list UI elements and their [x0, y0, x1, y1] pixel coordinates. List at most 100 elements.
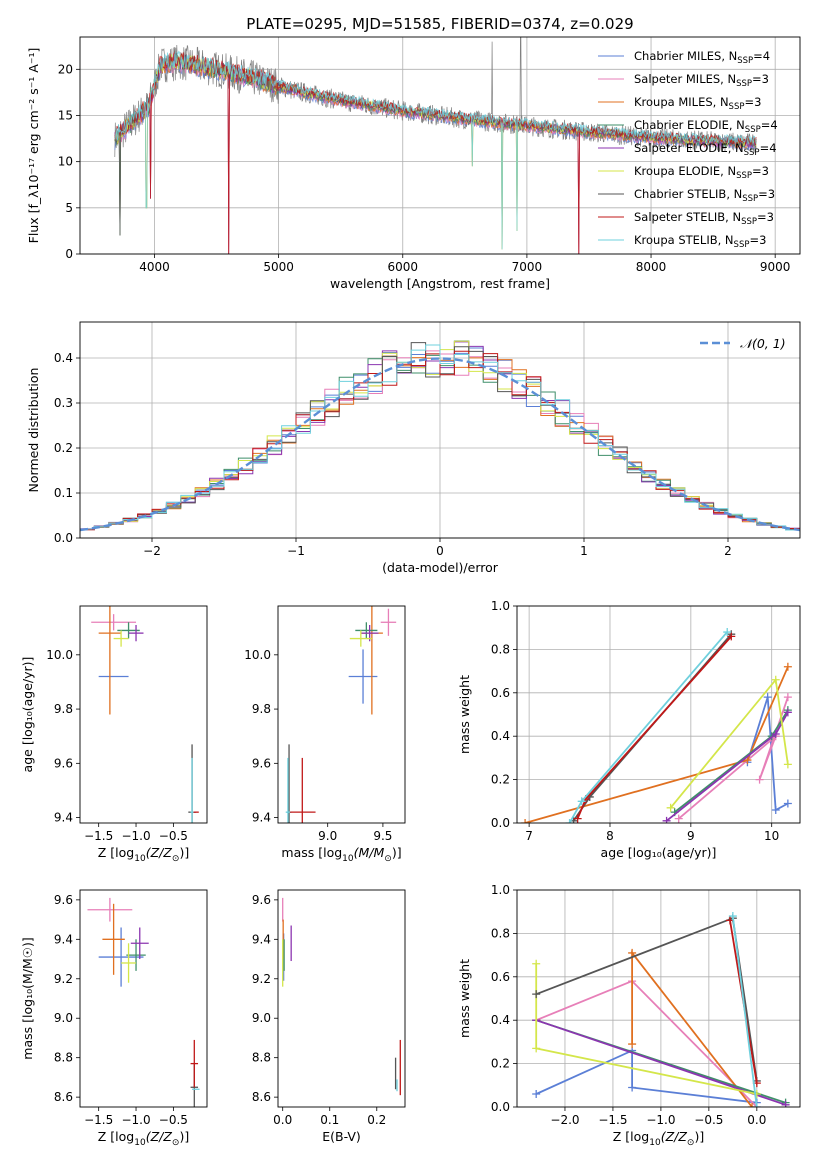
age-vs-metallicity-panel: −1.5 −1.0 −0.5 9.4 9.6 9.8 10.0 Z [log10(Z/Z⊙)]… — [20, 605, 208, 864]
weight-marker-chabrier-miles — [532, 1089, 541, 1098]
weight-marker-chabrier-miles — [783, 799, 792, 808]
legend-label-base: Kroupa MILES, N — [634, 95, 729, 109]
weight-marker-kroupa-stelib — [752, 1103, 761, 1107]
x-tick-label: 9.5 — [373, 829, 392, 843]
y-tick-label: 9.2 — [54, 972, 73, 986]
x-axis-label-close: )] — [392, 845, 402, 860]
legend-label-salpeter-stelib: Salpeter STELIB, NSSP=3 — [634, 210, 774, 227]
legend-label-tail: =3 — [749, 233, 766, 247]
y-tick-label: 8.6 — [252, 1090, 271, 1104]
x-tick-label: −0.5 — [159, 1113, 188, 1127]
age-vs-mass-panel: 9.0 9.5 9.4 9.6 9.8 10.0 mass [log10(M/M⊙)] — [244, 605, 406, 864]
legend-label-chabrier-stelib: Chabrier STELIB, NSSP=3 — [634, 187, 775, 204]
y-tick-label: 1.0 — [491, 883, 510, 897]
legend-label-sub: SSP — [734, 240, 750, 250]
legend-label-tail: =3 — [752, 72, 769, 86]
weight-line-kroupa-miles — [631, 950, 753, 1107]
gaussian-legend-label: 𝒩(0, 1) — [740, 336, 786, 351]
weight-marker-kroupa-miles — [783, 662, 792, 671]
y-tick-label: 0.2 — [54, 441, 73, 455]
plot-frame — [79, 36, 801, 255]
weight-marker-kroupa-elodie — [752, 1089, 761, 1098]
y-tick-label: 0.4 — [491, 729, 510, 743]
weight-marker-salpeter-stelib — [727, 632, 736, 641]
x-tick-label: −1 — [287, 544, 305, 558]
weight-marker-kroupa-elodie — [532, 1044, 541, 1053]
weight-marker-kroupa-elodie — [783, 760, 792, 769]
x-tick-label: 8 — [606, 829, 614, 843]
legend-label-chabrier-elodie: Chabrier ELODIE, NSSP=4 — [634, 118, 778, 135]
y-tick-label: 0.8 — [491, 926, 510, 940]
x-axis-label: Z [log10(Z/Z⊙)] — [98, 845, 189, 864]
y-tick-label: 0.6 — [491, 970, 510, 984]
x-tick-label: 1 — [580, 544, 588, 558]
y-tick-label: 9.6 — [54, 756, 73, 770]
y-tick-label: 9.4 — [252, 811, 271, 825]
legend-label-tail: =4 — [761, 118, 778, 132]
y-tick-label: 20 — [58, 62, 73, 76]
legend-label-sub: SSP — [737, 56, 753, 66]
y-tick-label: 9.4 — [252, 932, 271, 946]
x-tick-label: −1.0 — [121, 829, 150, 843]
legend-label-sub: SSP — [736, 171, 752, 181]
x-tick-label: 8000 — [636, 260, 667, 274]
x-axis-label: mass [log10(M/M⊙)] — [281, 845, 401, 864]
weight-marker-kroupa-stelib — [723, 628, 732, 637]
plot-area — [80, 340, 800, 533]
x-tick-label: −1.5 — [598, 1113, 627, 1127]
y-tick-label: 0.0 — [491, 816, 510, 830]
weight-marker-salpeter-elodie — [781, 1100, 790, 1107]
legend-label-sub: SSP — [736, 79, 752, 89]
weight-marker-salpeter-miles — [674, 814, 683, 823]
y-tick-label: 8.8 — [252, 1051, 271, 1065]
weight-marker-kroupa-miles — [628, 948, 637, 957]
legend-label-tail: =3 — [758, 187, 775, 201]
weight-marker-salpeter-elodie — [783, 708, 792, 717]
x-axis-label-tail: (Z/Z — [146, 1129, 173, 1144]
mass-vs-metallicity-panel: −1.5 −1.0 −0.5 8.6 8.8 9.0 9.2 9.4 9.6 Z [log10(Z… — [20, 889, 208, 1148]
y-tick-label: 9.4 — [54, 811, 73, 825]
x-axis-label-sun: ⊙ — [687, 1138, 695, 1148]
y-tick-label: 10.0 — [244, 648, 271, 662]
y-axis-label: mass [log₁₀(M/M☉)] — [20, 937, 35, 1059]
x-tick-label: 10 — [764, 829, 779, 843]
model-spectrum-kroupa-stelib — [114, 50, 757, 250]
weight-line-salpeter-stelib — [576, 635, 732, 820]
x-tick-label: 7 — [525, 829, 533, 843]
plot-frame — [79, 321, 801, 539]
weight-marker-kroupa-elodie — [771, 675, 780, 684]
plot-area — [91, 606, 199, 823]
y-axis-label: mass weight — [457, 959, 472, 1038]
x-axis-label-base: Z [log — [98, 845, 134, 860]
weight-line-kroupa-miles — [524, 666, 789, 823]
weight-marker-chabrier-miles — [771, 805, 780, 814]
legend-label-salpeter-miles: Salpeter MILES, NSSP=3 — [634, 72, 769, 89]
y-tick-label: 0.3 — [54, 396, 73, 410]
x-tick-label: −0.5 — [159, 829, 188, 843]
weight-marker-chabrier-miles — [628, 1083, 637, 1092]
y-tick-label: 10 — [58, 155, 73, 169]
x-axis-label-close: )] — [179, 845, 189, 860]
x-axis-label-sub: 10 — [134, 854, 146, 864]
weight-marker-kroupa-elodie — [666, 803, 675, 812]
y-tick-label: 0.1 — [54, 486, 73, 500]
x-axis-label-tail: (Z/Z — [661, 1129, 688, 1144]
y-axis-label: mass weight — [457, 675, 472, 754]
legend-label-kroupa-miles: Kroupa MILES, NSSP=3 — [634, 95, 761, 112]
y-tick-label: 10.0 — [46, 648, 73, 662]
y-tick-label: 0 — [65, 247, 73, 261]
x-tick-label: 0.0 — [747, 1113, 766, 1127]
legend-label-sub: SSP — [741, 217, 757, 227]
weight-marker-kroupa-stelib — [577, 797, 586, 806]
legend-label-tail: =4 — [760, 141, 777, 155]
weight-marker-salpeter-elodie — [662, 816, 671, 823]
x-axis-label-sun: ⊙ — [384, 854, 392, 864]
legend-label-sub: SSP — [742, 194, 758, 204]
plot-frame — [516, 889, 801, 1108]
y-tick-label: 9.2 — [252, 972, 271, 986]
legend-label-base: Salpeter MILES, N — [634, 72, 736, 86]
y-tick-label: 9.8 — [252, 702, 271, 716]
x-axis-label-close: )] — [694, 1129, 704, 1144]
plot-area — [87, 897, 200, 1107]
